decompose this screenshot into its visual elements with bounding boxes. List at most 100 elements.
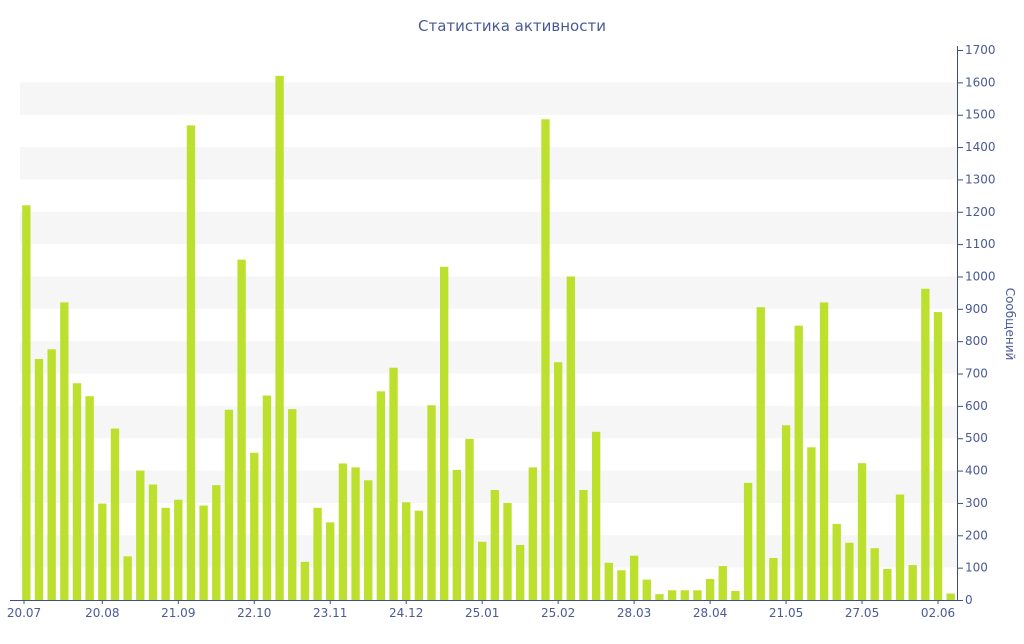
x-tick-label: 27.05 [845, 606, 879, 620]
bar [604, 562, 613, 600]
bar [731, 590, 740, 600]
bar [34, 358, 44, 600]
bar [250, 452, 259, 600]
bar [579, 490, 588, 600]
y-tick-label: 1400 [965, 140, 996, 154]
bar [338, 463, 348, 600]
grid-band [20, 341, 957, 374]
x-tick-label: 20.07 [7, 606, 41, 620]
bar [98, 503, 107, 600]
y-axis-label: Сообщений [1003, 288, 1017, 361]
bar [743, 482, 753, 600]
bar [566, 276, 575, 600]
y-tick-label: 1000 [965, 269, 996, 283]
bar [503, 502, 512, 600]
bar [364, 480, 373, 600]
bar [199, 505, 208, 600]
bar [756, 307, 765, 600]
bar [174, 499, 183, 600]
y-tick-label: 400 [965, 464, 988, 478]
bar [288, 409, 297, 600]
y-tick-label: 700 [965, 367, 988, 381]
bar [452, 469, 462, 600]
x-tick-label: 25.01 [465, 606, 499, 620]
x-tick-label: 22.10 [237, 606, 271, 620]
bar [123, 556, 132, 600]
y-tick-label: 1500 [965, 108, 996, 122]
bar [794, 325, 803, 600]
bar [402, 502, 411, 600]
bar [351, 467, 360, 600]
grid-bands [20, 82, 957, 568]
y-tick-label: 1100 [965, 237, 996, 251]
bar [921, 288, 930, 600]
y-tick-label: 1200 [965, 205, 996, 219]
bar [326, 522, 335, 600]
bar [781, 425, 791, 600]
y-tick-label: 200 [965, 528, 988, 542]
bar [591, 431, 601, 600]
bars-group [22, 75, 955, 601]
bar [680, 590, 689, 600]
bar [414, 510, 424, 600]
bar [908, 565, 917, 600]
axes-group: 0 100 200 300 400 500 600 700 800 900 1000 1100 1200… [7, 43, 996, 620]
bar [300, 561, 310, 600]
bar [262, 395, 272, 600]
bar [85, 396, 94, 600]
bar [705, 578, 715, 600]
bar [553, 362, 563, 600]
bar [642, 579, 651, 600]
bar [870, 548, 879, 600]
grid-band [20, 405, 957, 439]
bar [465, 438, 474, 600]
x-tick-label: 24.12 [389, 606, 423, 620]
grid-band [20, 147, 957, 180]
bar [933, 312, 943, 600]
y-tick-label: 500 [965, 431, 988, 445]
grid-band [20, 535, 957, 568]
bar [427, 405, 436, 600]
bar [883, 568, 892, 600]
bar [237, 259, 246, 600]
bar [946, 593, 955, 600]
grid-band [20, 211, 957, 245]
bar [769, 557, 778, 600]
x-tick-label: 23.11 [313, 606, 347, 620]
x-tick-label: 21.09 [161, 606, 195, 620]
bar [161, 507, 170, 600]
y-tick-label: 1600 [965, 75, 996, 89]
bar [275, 75, 284, 600]
bar [895, 494, 905, 600]
x-tick-label: 02.06 [921, 606, 955, 620]
bar [60, 302, 69, 600]
bar [819, 302, 829, 600]
x-tick-label: 20.08 [85, 606, 119, 620]
y-tick-label: 300 [965, 496, 988, 510]
bar [212, 485, 221, 600]
bar [313, 507, 322, 600]
bar [528, 467, 537, 600]
grid-band [20, 82, 957, 115]
grid-band [20, 470, 957, 503]
bar [490, 490, 500, 600]
bar [47, 349, 56, 600]
bar [376, 391, 386, 600]
y-tick-label: 600 [965, 399, 988, 413]
bar [148, 484, 158, 600]
bar [541, 119, 550, 601]
bar [515, 545, 525, 600]
bar [186, 125, 196, 600]
bar [832, 523, 841, 600]
x-tick-label: 21.05 [769, 606, 803, 620]
bar [857, 463, 867, 600]
chart-title: Статистика активности [418, 17, 606, 35]
bar [655, 594, 664, 600]
y-tick-label: 900 [965, 302, 988, 316]
y-tick-label: 1300 [965, 172, 996, 186]
bar [845, 542, 854, 600]
bar [22, 205, 31, 601]
bar [477, 541, 487, 600]
bar [136, 470, 145, 600]
